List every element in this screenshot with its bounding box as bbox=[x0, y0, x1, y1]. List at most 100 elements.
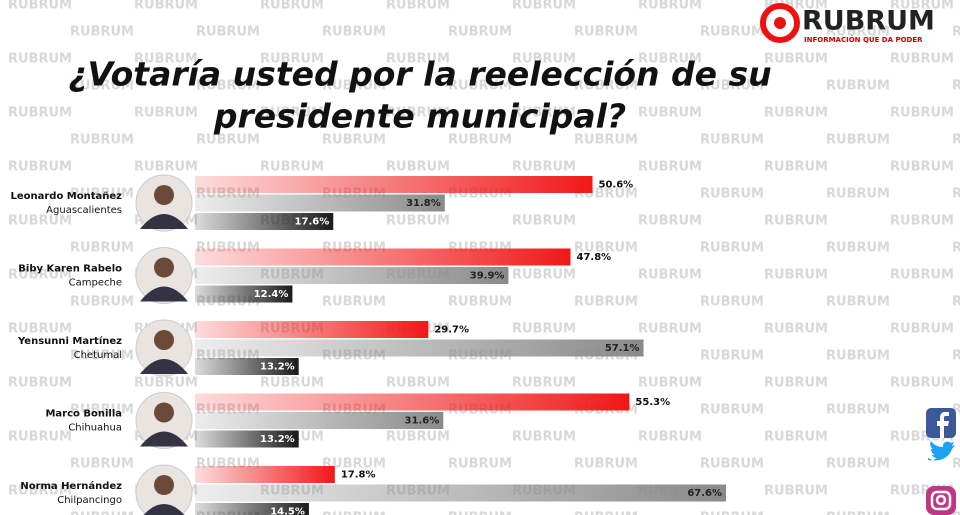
bar bbox=[195, 176, 593, 193]
watermark: RUBRUM bbox=[134, 0, 198, 13]
bar bbox=[195, 213, 334, 230]
watermark: RUBRUM bbox=[70, 241, 134, 256]
watermark: RUBRUM bbox=[638, 0, 702, 13]
instagram-glyph bbox=[935, 494, 947, 506]
watermark: RUBRUM bbox=[638, 376, 702, 391]
watermark: RUBRUM bbox=[952, 241, 960, 256]
value-label: 50.6% bbox=[598, 180, 633, 191]
watermark: RUBRUM bbox=[826, 403, 890, 418]
logo-ring bbox=[760, 3, 800, 43]
watermark: RUBRUM bbox=[8, 52, 72, 67]
value-label: 39.9% bbox=[470, 271, 505, 282]
watermark: RUBRUM bbox=[386, 160, 450, 175]
value-label: 31.6% bbox=[405, 416, 440, 427]
avatar-head bbox=[154, 402, 174, 423]
avatar-head bbox=[154, 475, 174, 495]
watermark: RUBRUM bbox=[890, 214, 954, 229]
watermark: RUBRUM bbox=[322, 457, 386, 472]
watermark: RUBRUM bbox=[638, 52, 702, 67]
watermark: RUBRUM bbox=[764, 214, 828, 229]
watermark: RUBRUM bbox=[322, 295, 386, 310]
watermark: RUBRUM bbox=[700, 295, 764, 310]
watermark: RUBRUM bbox=[448, 295, 512, 310]
watermark: RUBRUM bbox=[890, 268, 954, 283]
twitter-icon[interactable] bbox=[928, 441, 955, 461]
watermark: RUBRUM bbox=[700, 133, 764, 148]
watermark: RUBRUM bbox=[826, 457, 890, 472]
watermark: RUBRUM bbox=[952, 349, 960, 364]
watermark: RUBRUM bbox=[700, 241, 764, 256]
watermark: RUBRUM bbox=[574, 457, 638, 472]
watermark: RUBRUM bbox=[952, 403, 960, 418]
value-label: 13.2% bbox=[260, 434, 295, 445]
watermark: RUBRUM bbox=[70, 133, 134, 148]
category-label: Norma Hernández bbox=[20, 480, 122, 492]
watermark: RUBRUM bbox=[70, 511, 134, 515]
watermark: RUBRUM bbox=[134, 160, 198, 175]
watermark: RUBRUM bbox=[8, 160, 72, 175]
bar bbox=[195, 484, 727, 502]
avatar-head bbox=[154, 257, 174, 278]
watermark: RUBRUM bbox=[512, 376, 576, 391]
watermark: RUBRUM bbox=[764, 106, 828, 121]
watermark: RUBRUM bbox=[8, 484, 72, 499]
avatar-body bbox=[143, 504, 185, 515]
logo-name: RUBRUM bbox=[802, 6, 935, 37]
watermark: RUBRUM bbox=[448, 133, 512, 148]
value-label: 14.5% bbox=[270, 507, 305, 515]
watermark: RUBRUM bbox=[260, 106, 324, 121]
category-label: Marco Bonilla bbox=[45, 409, 122, 420]
watermark: RUBRUM bbox=[386, 376, 450, 391]
watermark: RUBRUM bbox=[322, 79, 386, 94]
watermark: RUBRUM bbox=[70, 403, 134, 418]
social-icons bbox=[926, 408, 956, 515]
watermark: RUBRUM bbox=[764, 430, 828, 445]
location-label: Aguascalientes bbox=[46, 205, 122, 216]
watermark: RUBRUM bbox=[196, 25, 260, 40]
bar bbox=[195, 248, 571, 266]
watermark: RUBRUM bbox=[638, 430, 702, 445]
watermark: RUBRUM bbox=[260, 0, 324, 13]
watermark: RUBRUM bbox=[826, 241, 890, 256]
watermark: RUBRUM bbox=[8, 376, 72, 391]
watermark: RUBRUM bbox=[386, 214, 450, 229]
watermark: RUBRUM bbox=[322, 511, 386, 515]
watermark: RUBRUM bbox=[700, 457, 764, 472]
value-label: 67.6% bbox=[687, 488, 722, 499]
watermark: RUBRUM bbox=[890, 322, 954, 337]
watermark: RUBRUM bbox=[952, 79, 960, 94]
value-label: 29.7% bbox=[434, 325, 469, 336]
bar bbox=[195, 194, 445, 212]
watermark: RUBRUM bbox=[826, 133, 890, 148]
watermark: RUBRUM bbox=[890, 160, 954, 175]
watermark: RUBRUM bbox=[70, 349, 134, 364]
bar bbox=[195, 503, 309, 515]
watermark: RUBRUM bbox=[512, 430, 576, 445]
instagram-icon[interactable] bbox=[926, 486, 956, 515]
value-label: 17.8% bbox=[341, 470, 376, 481]
watermark: RUBRUM bbox=[512, 106, 576, 121]
watermark: RUBRUM bbox=[826, 25, 890, 40]
watermark: RUBRUM bbox=[134, 52, 198, 67]
watermark: RUBRUM bbox=[890, 0, 954, 13]
bar bbox=[195, 321, 429, 338]
watermark: RUBRUM bbox=[700, 25, 764, 40]
watermark: RUBRUM bbox=[8, 430, 72, 445]
watermark: RUBRUM bbox=[8, 268, 72, 283]
watermark: RUBRUM bbox=[574, 295, 638, 310]
watermark: RUBRUM bbox=[574, 241, 638, 256]
bar bbox=[195, 412, 444, 429]
watermark: RUBRUM bbox=[512, 52, 576, 67]
watermark: RUBRUM bbox=[8, 214, 72, 229]
watermark: RUBRUM bbox=[512, 322, 576, 337]
avatar-head bbox=[154, 330, 174, 350]
watermark: RUBRUM bbox=[448, 457, 512, 472]
watermark: RUBRUM bbox=[322, 133, 386, 148]
instagram-glyph bbox=[930, 490, 952, 511]
location-label: Chihuahua bbox=[68, 423, 122, 434]
avatar-body bbox=[140, 359, 188, 374]
avatar-body bbox=[140, 431, 188, 447]
category-label: Yensunni Martínez bbox=[17, 335, 122, 347]
location-label: Chilpancingo bbox=[57, 495, 122, 506]
